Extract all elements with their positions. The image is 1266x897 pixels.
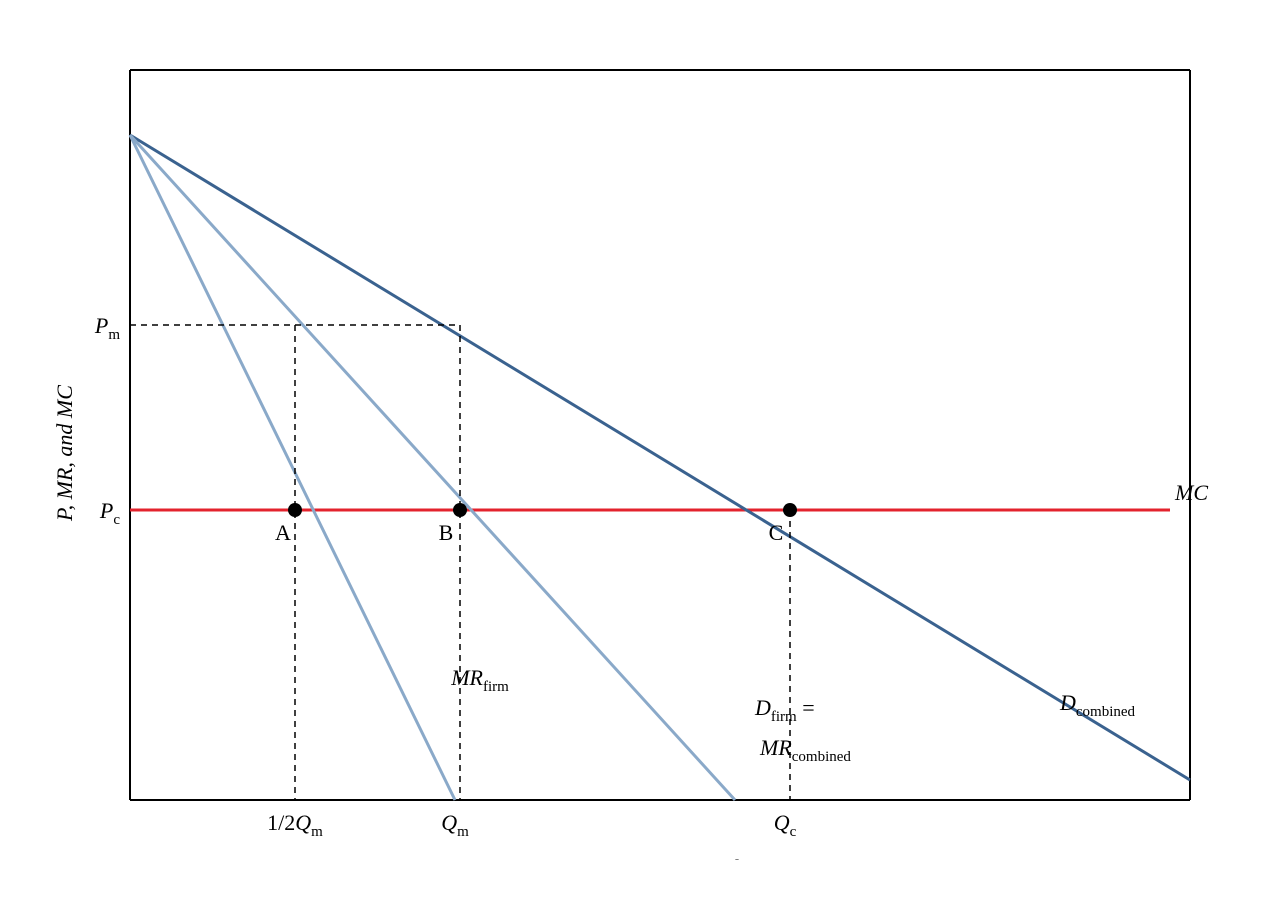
point-a (288, 503, 302, 517)
pm-label: Pm (94, 313, 120, 343)
mc-label: MC (1174, 480, 1208, 505)
chart-svg: A B C Pm Pc 1/2Qm Qm Qc MC Dcombined MRf… (60, 40, 1220, 860)
qc-label: Qc (774, 810, 797, 840)
point-a-label: A (275, 520, 291, 545)
half-qm-label: 1/2Qm (267, 810, 323, 840)
mr-combined-label: MRcombined (759, 735, 851, 765)
pc-label: Pc (99, 498, 120, 528)
d-combined-label: Dcombined (1059, 690, 1136, 720)
y-axis-label: P, MR, and MC (52, 373, 78, 533)
economics-duopoly-chart: A B C Pm Pc 1/2Qm Qm Qc MC Dcombined MRf… (60, 40, 1220, 860)
point-b-label: B (439, 520, 454, 545)
point-c-label: C (769, 520, 784, 545)
d-firm-curve (130, 135, 735, 800)
point-c (783, 503, 797, 517)
d-firm-label: Dfirm = (754, 695, 815, 725)
point-b (453, 503, 467, 517)
mr-firm-label: MRfirm (450, 665, 509, 695)
x-axis-label: Quantity per month (574, 855, 746, 860)
qm-label: Qm (441, 810, 469, 840)
